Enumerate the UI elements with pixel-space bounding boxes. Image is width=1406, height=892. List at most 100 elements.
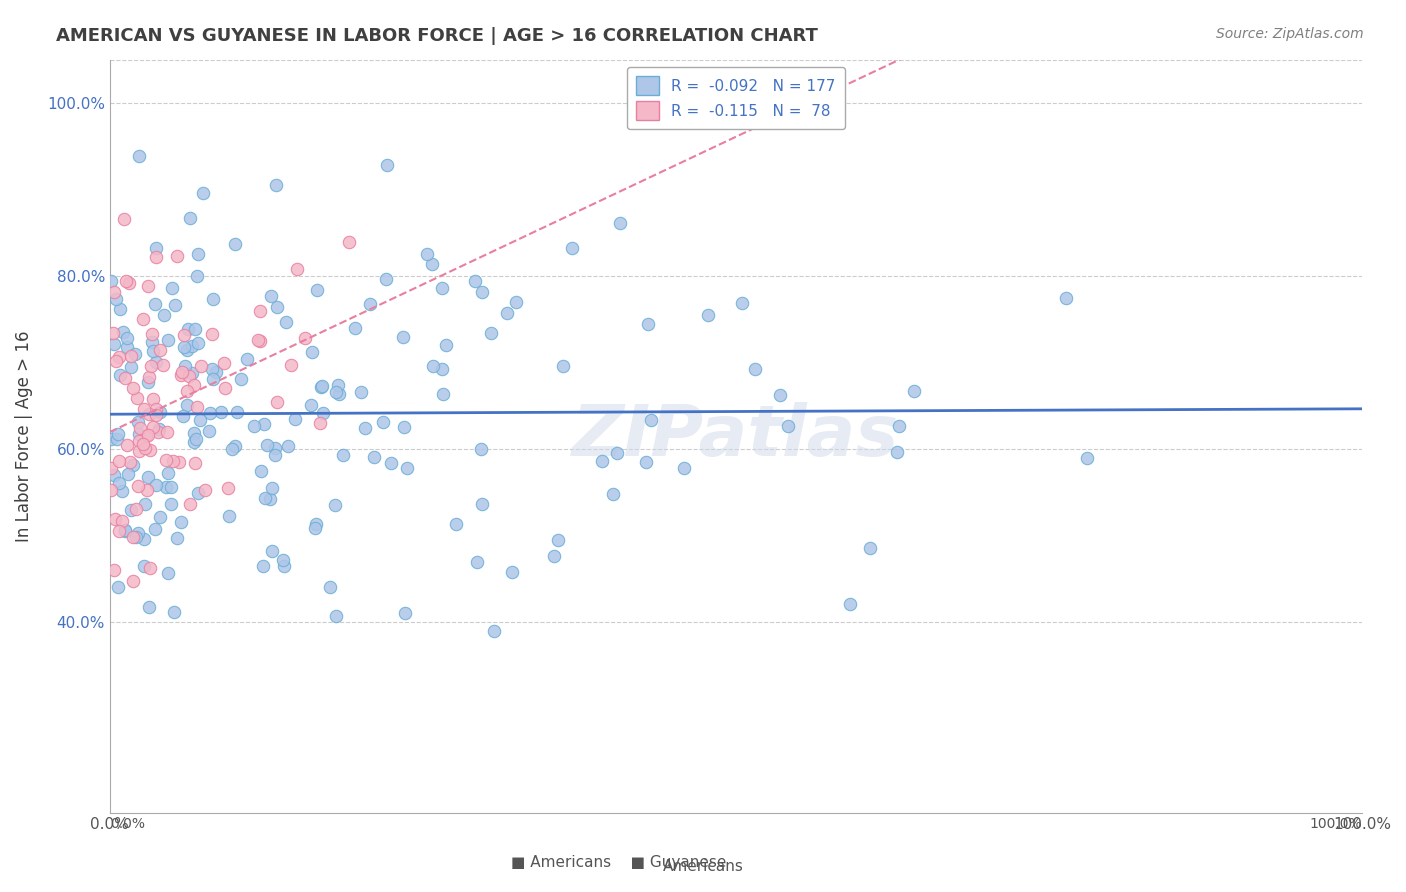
Point: [496, 306, 519, 320]
Point: [142, 343, 165, 358]
Point: [183, 456, 205, 470]
Point: [308, 416, 330, 430]
Point: [217, 481, 239, 495]
Point: [135, 429, 157, 443]
Text: ■ Americans    ■ Guyanese: ■ Americans ■ Guyanese: [510, 855, 727, 870]
Point: [266, 395, 288, 409]
Point: [108, 476, 131, 491]
Point: [152, 358, 174, 372]
Point: [304, 516, 326, 531]
Point: [350, 384, 373, 399]
Point: [141, 326, 163, 341]
Point: [673, 460, 696, 475]
Point: [420, 257, 443, 271]
Point: [188, 413, 211, 427]
Point: [778, 419, 800, 434]
Point: [551, 359, 574, 373]
Point: [375, 158, 398, 172]
Point: [380, 456, 402, 470]
Point: [105, 433, 128, 447]
Point: [142, 420, 165, 434]
Point: [145, 522, 167, 536]
Point: [174, 359, 197, 374]
Point: [156, 333, 179, 347]
Point: [128, 426, 150, 441]
Point: [136, 469, 159, 483]
Point: [470, 442, 492, 456]
Point: [167, 455, 190, 469]
Point: [332, 448, 354, 462]
Point: [309, 380, 332, 394]
Point: [465, 555, 488, 569]
Point: [127, 525, 149, 540]
Point: [312, 406, 335, 420]
Point: [148, 422, 170, 436]
Point: [294, 331, 316, 345]
Point: [157, 467, 180, 481]
Text: ZIPatlas: ZIPatlas: [572, 401, 900, 471]
Point: [249, 304, 271, 318]
Point: [224, 439, 246, 453]
Point: [343, 321, 366, 335]
Point: [187, 485, 209, 500]
Point: [363, 450, 385, 465]
Point: [183, 378, 205, 392]
Point: [337, 235, 360, 250]
Point: [858, 541, 880, 556]
Point: [117, 467, 139, 481]
Point: [160, 497, 183, 511]
Point: [103, 285, 125, 299]
Point: [434, 338, 457, 352]
Point: [136, 279, 159, 293]
Point: [561, 241, 583, 255]
Point: [218, 508, 240, 523]
Point: [591, 454, 613, 468]
Point: [107, 524, 129, 538]
Point: [287, 262, 309, 277]
Point: [284, 412, 307, 426]
Point: [110, 302, 132, 317]
Point: [187, 247, 209, 261]
Point: [697, 308, 720, 322]
Point: [179, 497, 201, 511]
Point: [252, 559, 274, 574]
Point: [114, 371, 136, 385]
Point: [501, 565, 523, 579]
Point: [243, 419, 266, 434]
Text: 100.0%: 100.0%: [1309, 817, 1362, 830]
Point: [301, 345, 323, 359]
Point: [190, 359, 212, 373]
Point: [115, 438, 138, 452]
Point: [505, 294, 527, 309]
Point: [305, 283, 328, 297]
Point: [602, 487, 624, 501]
Point: [176, 322, 198, 336]
Point: [204, 365, 226, 379]
Point: [111, 484, 134, 499]
Point: [479, 326, 502, 340]
Point: [163, 605, 186, 619]
Point: [260, 289, 283, 303]
Point: [125, 530, 148, 544]
Point: [103, 467, 125, 482]
Point: [354, 421, 377, 435]
Point: [107, 426, 129, 441]
Point: [373, 415, 395, 429]
Point: [731, 296, 754, 310]
Point: [249, 334, 271, 349]
Point: [304, 521, 326, 535]
Point: [325, 384, 347, 399]
Point: [132, 401, 155, 416]
Point: [253, 417, 276, 432]
Point: [120, 349, 142, 363]
Point: [323, 498, 346, 512]
Point: [184, 321, 207, 335]
Point: [103, 563, 125, 577]
Point: [114, 523, 136, 537]
Point: [838, 597, 860, 611]
Point: [128, 421, 150, 435]
Point: [198, 425, 221, 439]
Point: [139, 561, 162, 575]
Point: [170, 515, 193, 529]
Point: [122, 458, 145, 472]
